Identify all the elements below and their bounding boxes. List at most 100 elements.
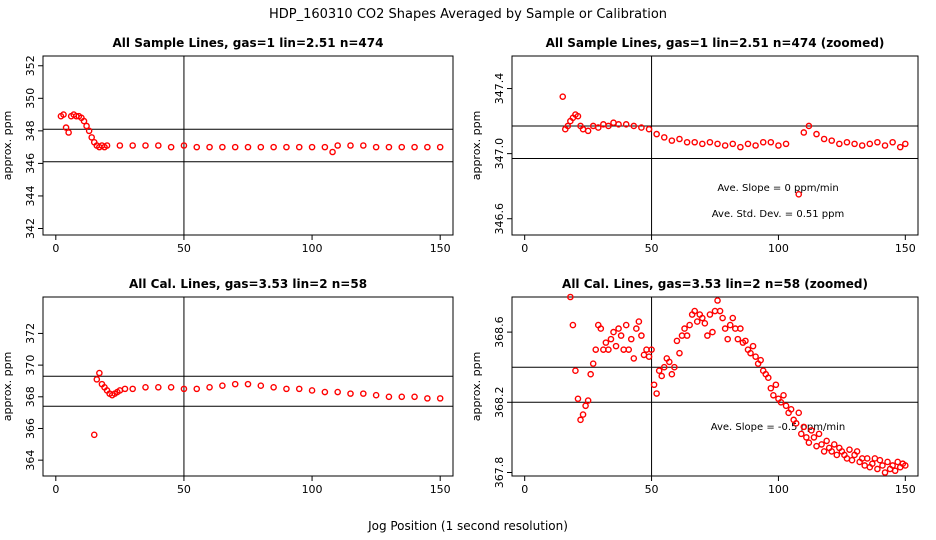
y-tick-label: 368.6 [493, 316, 506, 348]
y-tick-label: 372 [24, 323, 37, 344]
data-point [334, 388, 341, 396]
data-point [244, 143, 252, 151]
y-tick-label: 370 [24, 355, 37, 376]
data-point [660, 134, 668, 141]
data-point [385, 143, 393, 151]
data-point [648, 346, 655, 353]
y-axis-label: approx. ppm [470, 111, 483, 181]
data-point [295, 143, 303, 151]
data-point [881, 142, 889, 149]
data-point [800, 129, 808, 136]
data-point [810, 434, 818, 441]
data-point [719, 314, 726, 322]
data-point [706, 138, 714, 146]
figure-title: HDP_160310 CO2 Shapes Averaged by Sample… [269, 7, 667, 22]
x-tick-label: 0 [521, 483, 528, 496]
data-point [709, 328, 716, 336]
y-tick-label: 366 [24, 418, 37, 439]
data-point [645, 353, 653, 360]
data-point [398, 393, 406, 401]
data-point [587, 370, 594, 378]
y-tick-label: 350 [24, 88, 37, 109]
data-point [436, 395, 444, 402]
data-point [411, 143, 418, 151]
data-point [724, 335, 731, 343]
data-point [843, 138, 851, 146]
data-point [699, 314, 706, 322]
data-point [635, 318, 643, 325]
data-point [142, 142, 149, 149]
data-point [671, 363, 678, 371]
data-point [668, 137, 676, 144]
data-point [257, 382, 265, 390]
data-point [896, 143, 904, 151]
data-point [851, 140, 858, 148]
panel-title: All Sample Lines, gas=1 lin=2.51 n=474 [113, 36, 384, 50]
y-axis-label: approx. ppm [1, 352, 14, 422]
y-axis-label: approx. ppm [470, 352, 483, 422]
x-tick-label: 100 [768, 242, 789, 255]
data-point [630, 122, 638, 130]
data-point [231, 380, 239, 388]
data-point [579, 411, 587, 418]
data-point [729, 140, 737, 148]
data-point [180, 385, 188, 393]
data-point [103, 142, 111, 149]
data-point [881, 469, 889, 476]
data-point [830, 441, 838, 448]
x-tick-label: 150 [895, 483, 916, 496]
data-point [645, 125, 653, 133]
data-point [757, 356, 764, 364]
data-point [244, 380, 252, 388]
data-point [795, 409, 803, 417]
data-point [605, 346, 612, 353]
data-point [666, 358, 673, 366]
data-point [704, 332, 711, 339]
data-point [155, 142, 162, 149]
data-point [853, 448, 861, 455]
data-point [142, 383, 149, 391]
data-point [574, 395, 582, 403]
data-point [744, 140, 752, 148]
data-point [347, 390, 354, 397]
data-point [676, 135, 683, 143]
data-point [655, 367, 663, 375]
data-point [372, 391, 380, 399]
data-point [219, 143, 226, 151]
x-tick-label: 50 [645, 242, 659, 255]
data-point [686, 321, 693, 329]
data-point [742, 337, 749, 345]
panel-3: All Cal. Lines, gas=3.53 lin=2 n=58 0 50 10… [1, 277, 454, 496]
y-axis-label: approx. ppm [1, 111, 14, 181]
y-tick-label: 344 [24, 185, 37, 206]
data-point [129, 142, 136, 149]
data-point [257, 143, 265, 151]
data-point [782, 140, 790, 148]
data-point [787, 406, 795, 413]
data-point [792, 420, 800, 427]
data-point [559, 93, 567, 100]
data-point [676, 349, 683, 357]
data-point [329, 148, 336, 156]
data-point [721, 142, 729, 149]
y-tick-label: 367.8 [493, 457, 506, 489]
data-point [721, 325, 729, 332]
data-point [749, 342, 757, 350]
data-point [650, 381, 658, 389]
data-point [594, 124, 602, 131]
data-point [874, 465, 881, 473]
data-point [424, 395, 431, 402]
data-point [116, 142, 124, 149]
data-point [803, 434, 810, 441]
data-point [767, 384, 775, 392]
data-point [617, 332, 625, 339]
annotation: Ave. Slope = 0 ppm/min [717, 183, 838, 194]
data-point [193, 385, 201, 393]
data-point [569, 321, 577, 329]
y-tick-label: 346.6 [493, 203, 506, 235]
x-tick-label: 100 [302, 483, 323, 496]
y-tick-label: 342 [24, 218, 37, 239]
data-point [607, 335, 615, 343]
data-point [777, 398, 785, 406]
data-point [653, 390, 660, 397]
